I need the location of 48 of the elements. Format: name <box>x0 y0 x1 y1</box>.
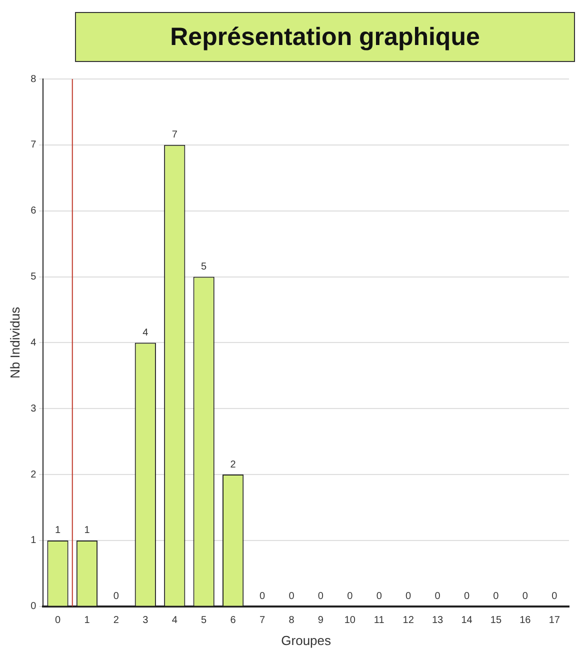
data-label: 0 <box>406 591 412 602</box>
data-label: 0 <box>113 591 120 602</box>
x-tick-label: 16 <box>520 615 532 626</box>
data-label: 0 <box>464 591 470 602</box>
x-tick-label: 1 <box>84 615 90 626</box>
x-tick-label: 14 <box>461 615 473 626</box>
y-tick-label: 2 <box>30 469 37 480</box>
data-label: 4 <box>142 327 149 338</box>
data-label: 0 <box>522 591 528 602</box>
data-label: 7 <box>172 130 178 141</box>
data-label: 0 <box>493 591 500 602</box>
x-tick-label: 5 <box>201 615 208 626</box>
chart-title: Représentation graphique <box>75 12 575 62</box>
data-label: 2 <box>230 459 236 470</box>
y-tick-label: 6 <box>30 206 37 217</box>
y-tick-label: 3 <box>30 403 37 414</box>
data-label: 1 <box>84 525 90 536</box>
x-tick-label: 11 <box>374 615 385 626</box>
x-tick-label: 6 <box>230 615 236 626</box>
data-label: 0 <box>552 591 558 602</box>
y-tick-label: 8 <box>30 74 37 85</box>
y-axis-title: Nb Individus <box>7 306 22 378</box>
data-label: 0 <box>376 591 382 602</box>
data-label: 5 <box>201 262 208 273</box>
y-tick-label: 0 <box>30 601 37 612</box>
x-tick-label: 2 <box>113 615 120 626</box>
x-tick-label: 0 <box>54 615 61 626</box>
y-tick-label: 5 <box>30 272 37 283</box>
data-label: 1 <box>54 525 61 536</box>
data-label: 0 <box>259 591 266 602</box>
x-tick-label: 4 <box>172 615 178 626</box>
x-tick-label: 17 <box>548 615 560 626</box>
y-tick-label: 7 <box>30 140 37 151</box>
x-axis-title: Groupes <box>281 632 332 648</box>
x-tick-label: 10 <box>344 615 356 626</box>
x-tick-label: 13 <box>432 615 444 626</box>
data-label: 0 <box>288 591 295 602</box>
x-tick-label: 3 <box>142 615 149 626</box>
y-tick-label: 1 <box>30 535 37 546</box>
x-tick-label: 7 <box>259 615 266 626</box>
x-tick-label: 8 <box>288 615 295 626</box>
data-label: 0 <box>318 591 324 602</box>
y-tick-label: 4 <box>30 337 37 348</box>
x-tick-label: 9 <box>318 615 324 626</box>
data-label: 0 <box>347 591 354 602</box>
x-tick-label: 15 <box>490 615 502 626</box>
data-label: 0 <box>434 591 441 602</box>
x-tick-label: 12 <box>402 615 414 626</box>
